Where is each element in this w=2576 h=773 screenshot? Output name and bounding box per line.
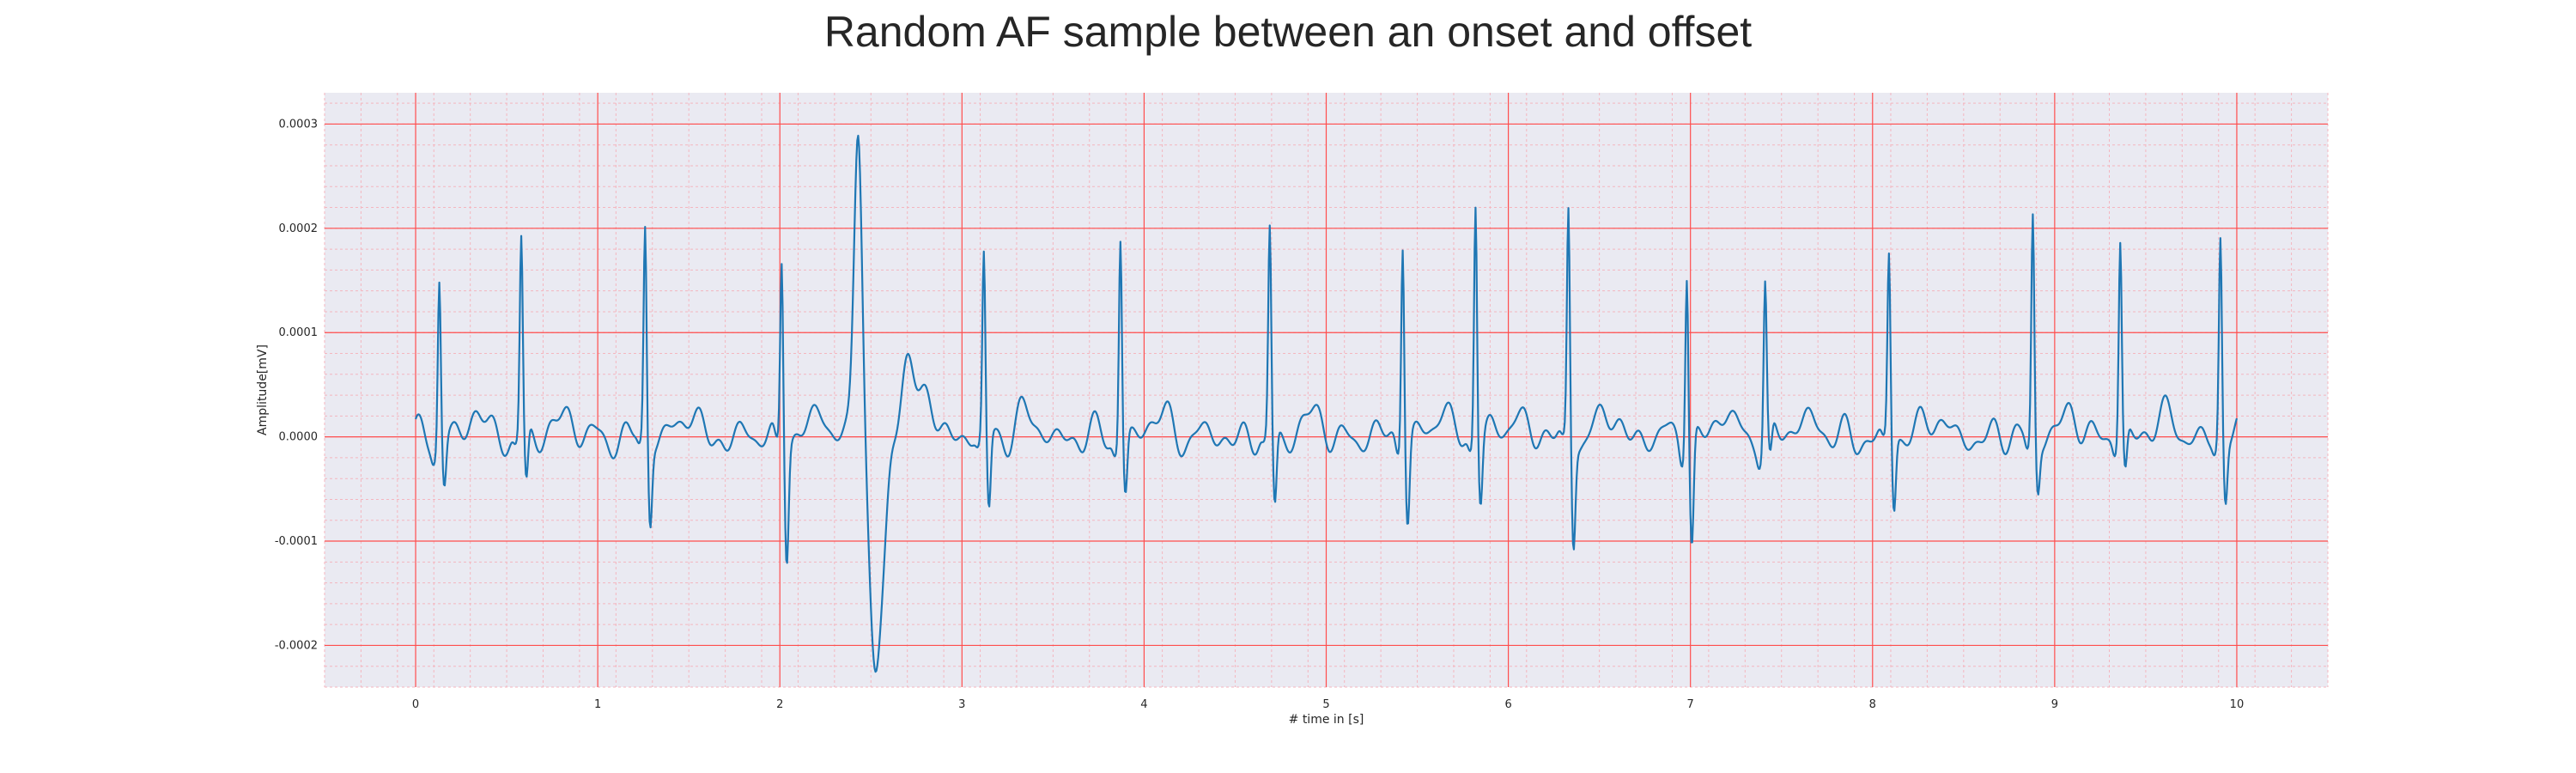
- x-tick-label: 0: [412, 698, 419, 711]
- x-tick-label: 8: [1869, 698, 1876, 711]
- chart-title: Random AF sample between an onset and of…: [823, 8, 1753, 56]
- y-tick-label: 0.0000: [279, 431, 319, 444]
- y-tick-label: -0.0001: [275, 535, 318, 548]
- ecg-signal-line: [415, 134, 2239, 673]
- x-axis-ticks: 0 1 2 3 4 5 6 7 8 9 10: [412, 698, 2244, 711]
- y-tick-label: 0.0003: [279, 118, 319, 131]
- x-tick-label: 4: [1140, 698, 1147, 711]
- x-tick-label: 10: [2230, 698, 2245, 711]
- y-tick-label: 0.0002: [279, 222, 319, 235]
- x-tick-label: 7: [1687, 698, 1694, 711]
- x-tick-label: 1: [594, 698, 601, 711]
- y-axis-ticks: -0.0002 -0.0001 0.0000 0.0001 0.0002 0.0003: [275, 118, 318, 652]
- y-tick-label: 0.0001: [279, 326, 319, 339]
- y-axis-label: Amplitude[mV]: [256, 344, 270, 435]
- major-grid: [325, 93, 2328, 687]
- x-tick-label: 6: [1504, 698, 1511, 711]
- x-tick-label: 9: [2051, 698, 2058, 711]
- y-tick-label: -0.0002: [275, 639, 318, 652]
- x-axis-label: # time in [s]: [1289, 713, 1364, 727]
- x-tick-label: 2: [776, 698, 783, 711]
- x-tick-label: 3: [958, 698, 965, 711]
- x-tick-label: 5: [1322, 698, 1329, 711]
